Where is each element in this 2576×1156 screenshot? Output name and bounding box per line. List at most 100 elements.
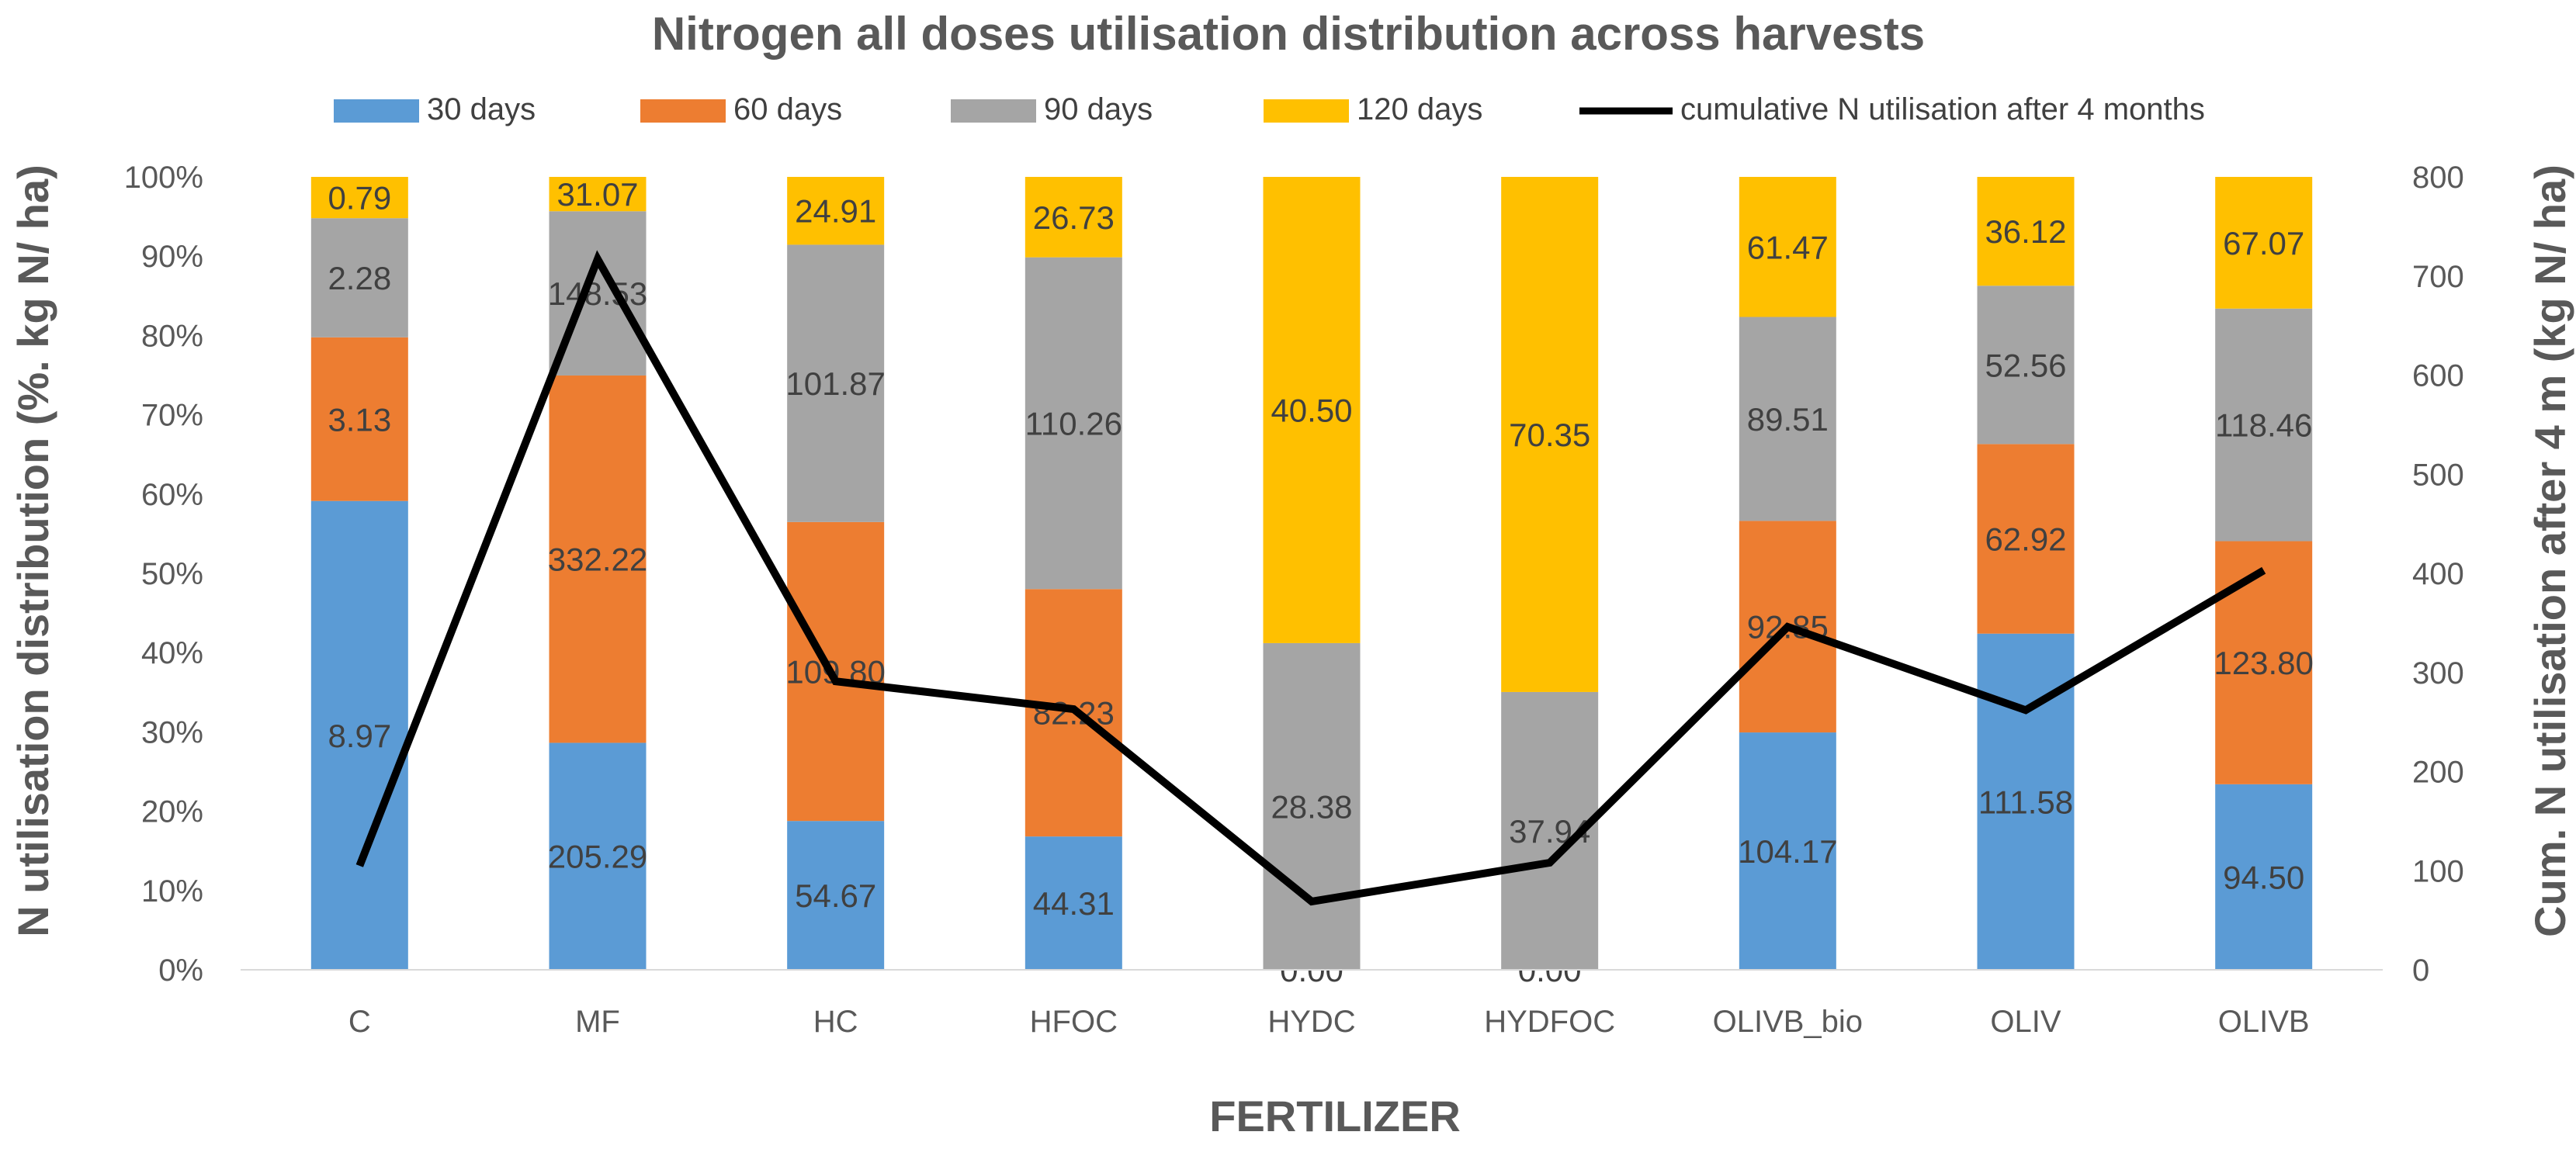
legend-swatch-3 [1264,99,1349,123]
y2-tick-label: 700 [2412,260,2464,294]
x-tick-label: OLIV [1990,1005,2061,1039]
bar-segment [1025,257,1122,590]
data-label: 2.28 [328,260,391,296]
bar-segment [787,821,885,970]
data-label: 205.29 [548,839,647,875]
bar-segment [310,337,408,501]
x-tick-label: HYDC [1267,1005,1355,1039]
y-tick-label: 70% [141,399,203,433]
bar-segment [2215,541,2313,784]
data-label: 52.56 [1985,347,2066,383]
legend-swatch-0 [334,99,419,123]
legend: 30 days 60 days 90 days 120 days cumulative … [334,92,2205,126]
x-tick-label: HC [813,1005,858,1039]
bar-segment [1977,444,2075,634]
data-label: 3.13 [328,401,391,438]
y-axis-secondary: 0 100 200 300 400 500 600 700 800 [2412,161,2464,988]
legend-label-1: 60 days [733,92,842,126]
data-label: 31.07 [556,176,638,213]
legend-swatch-2 [951,99,1036,123]
data-label: 8.97 [328,718,391,754]
bar-segment [2215,308,2313,542]
legend-label-2: 90 days [1044,92,1153,126]
plot-area: 8.97 3.13 2.28 0.79 205.29 332.22 148.53 31.07 5… [310,176,2314,988]
bar-segment [1025,836,1122,970]
y2-tick-label: 300 [2412,656,2464,690]
bar-segment [1501,177,1599,692]
data-label: 40.50 [1271,392,1352,428]
x-tick-label: OLIVB [2218,1005,2310,1039]
data-label: 110.26 [1025,405,1122,441]
bar-segment [549,177,647,212]
y-tick-label: 10% [141,874,203,909]
y2-tick-label: 600 [2412,359,2464,393]
bar-segment [1739,317,1836,521]
bar-segment [1263,642,1361,970]
data-label: 61.47 [1747,229,1829,265]
data-label: 0.79 [328,180,391,216]
y-axis-title: N utilisation distribution (%. kg N/ ha) [9,164,57,937]
data-label: 111.58 [1978,784,2073,820]
y-tick-label: 60% [141,478,203,512]
data-label: 44.31 [1033,885,1115,922]
bar-segment [1263,177,1361,643]
y2-tick-label: 200 [2412,756,2464,790]
x-tick-label: MF [575,1005,620,1039]
data-label: 70.35 [1509,417,1590,453]
y2-tick-label: 0 [2412,954,2429,988]
y2-tick-label: 400 [2412,557,2464,591]
bar-segment [310,218,408,337]
data-label: 54.67 [795,877,876,914]
x-tick-label: C [348,1005,371,1039]
x-axis: C MF HC HFOC HYDC HYDFOC OLIVB_bio OLIV OLIVB [241,969,2383,1039]
bar-segment [310,500,408,970]
legend-label-0: 30 days [427,92,536,126]
y-tick-label: 50% [141,557,203,591]
bar-segment [2215,177,2313,309]
y-tick-label: 0% [158,954,203,988]
data-label: 26.73 [1033,199,1115,236]
data-label: 118.46 [2215,407,2312,444]
data-label: 148.53 [548,275,647,312]
data-label: 332.22 [548,542,647,578]
legend-label-line: cumulative N utilisation after 4 months [1680,92,2205,126]
y2-tick-label: 800 [2412,161,2464,195]
data-label: 101.87 [785,365,885,402]
x-tick-label: HFOC [1030,1005,1118,1039]
y-axis-primary: 0% 10% 20% 30% 40% 50% 60% 70% 80% 90% 100% [124,161,203,988]
bar-segment [1739,177,1836,317]
x-tick-label: HYDFOC [1484,1005,1615,1039]
legend-label-3: 120 days [1357,92,1482,126]
y-tick-label: 90% [141,240,203,274]
data-label: 67.07 [2223,225,2304,261]
x-tick-label: OLIVB_bio [1713,1005,1863,1039]
bar-segment [310,177,408,219]
bar-segment [549,742,647,970]
bar-segment [1025,177,1122,258]
y2-axis-title: Cum. N utilisation after 4 m (kg N/ ha) [2526,164,2574,937]
y2-tick-label: 100 [2412,854,2464,888]
data-label: 123.80 [2214,645,2313,681]
bar-segment [787,521,885,822]
y-tick-label: 40% [141,636,203,670]
data-label: 89.51 [1747,401,1829,438]
bar-segment [549,375,647,743]
bar-segment [1977,177,2075,286]
y-tick-label: 20% [141,795,203,829]
data-label: 36.12 [1985,213,2066,250]
bar-segment [787,244,885,522]
y2-tick-label: 500 [2412,458,2464,492]
legend-swatch-1 [640,99,726,123]
data-label: 104.17 [1738,833,1837,870]
data-label: 94.50 [2223,859,2304,895]
bar-segment [2215,784,2313,970]
cumulative-line [355,250,2266,906]
data-label: 28.38 [1271,788,1352,825]
data-label: 62.92 [1985,521,2066,558]
x-axis-title: FERTILIZER [1209,1092,1461,1140]
y-tick-label: 30% [141,715,203,749]
data-label: 24.91 [795,193,876,230]
y-tick-label: 100% [124,161,203,195]
bar-segment [1977,286,2075,445]
